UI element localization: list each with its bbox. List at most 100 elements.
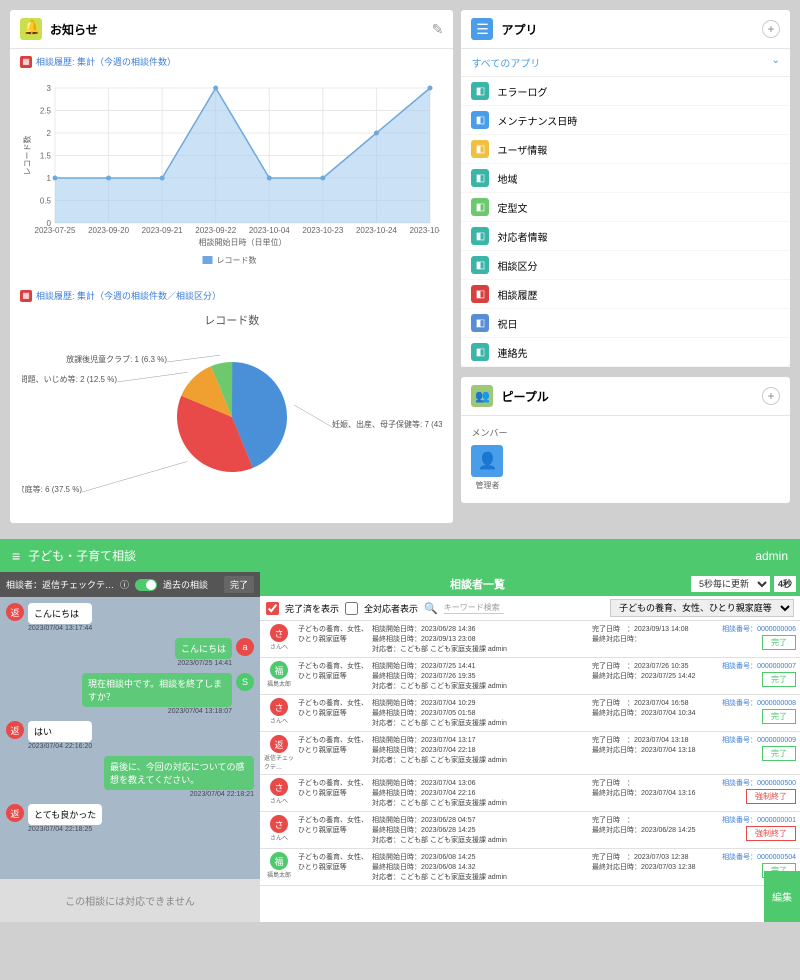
info-icon[interactable]: ⓘ [120,578,129,591]
app-item[interactable]: ◧連絡先 [461,338,790,367]
list-header: 相談者一覧 5秒毎に更新 4秒 [260,572,800,596]
add-person-button[interactable]: + [762,387,780,405]
svg-text:2023-10-24: 2023-10-24 [356,226,397,235]
row-avatar-label: 返信チェックテ… [264,753,294,771]
row-category: 子どもの養育、女性、ひとり親家庭等 [298,698,368,718]
app-item-label: 連絡先 [497,345,527,360]
app-item[interactable]: ◧ ユーザ情報 [461,135,790,164]
row-avatar-label: 福島太郎 [267,679,291,688]
consult-list: さ さんへ 子どもの養育、女性、ひとり親家庭等 相談開始日時：2023/06/2… [260,621,800,922]
app-item-label: ユーザ情報 [497,142,547,157]
svg-text:2023-09-22: 2023-09-22 [195,226,236,235]
row-avatar-label: さんへ [270,716,288,725]
row-avatar: さ [270,778,288,796]
chat-timestamp: 2023/07/04 22:18:21 [190,791,254,798]
keyword-search[interactable]: キーワード検索 [444,602,504,614]
app-item[interactable]: ◧相談区分 [461,251,790,280]
row-category: 子どもの養育、女性、ひとり親家庭等 [298,852,368,872]
consult-row[interactable]: さ さんへ 子どもの養育、女性、ひとり親家庭等 相談開始日時：2023/06/2… [260,812,800,849]
avatar: 👤 [471,445,503,477]
category-filter[interactable]: 子どもの養育、女性、ひとり親家庭等 [610,599,794,617]
status-badge: 完了 [762,746,796,761]
chat-timestamp: 2023/07/04 13:18:07 [168,708,232,715]
list-column: 相談者一覧 5秒毎に更新 4秒 完了済を表示 全対応者表示 🔍 キーワード検索 … [260,572,800,922]
pie-title: レコード数 [20,312,443,328]
people-panel: 👥 ピープル + メンバー 👤 管理者 [461,377,790,503]
chart2-title[interactable]: 相談履歴: 集計（今週の相談件数／相談区分） [36,289,221,302]
chat-disabled-notice: この相談には対応できません [0,879,260,922]
app-item[interactable]: ◧定型文 [461,193,790,222]
menu-icon[interactable]: ≡ [12,548,20,564]
search-icon[interactable]: 🔍 [424,602,438,615]
app-item[interactable]: ◧地域 [461,164,790,193]
done-button[interactable]: 完了 [224,576,254,593]
svg-text:子どもの養育、女性、ひとり親家庭等: 6 (37.5 %): 子どもの養育、女性、ひとり親家庭等: 6 (37.5 %) [22,484,82,494]
app-item[interactable]: ◧相談履歴 [461,280,790,309]
reply-check-tab[interactable]: 相談者：返信チェックテ… [6,578,114,591]
chart1-title[interactable]: 相談履歴: 集計（今週の相談件数） [36,55,176,68]
row-end-dates: 完了日時 ： 最終対応日時：2023/06/28 14:25 [592,815,702,835]
edit-icon[interactable]: ✎ [432,21,444,38]
app-item-icon: ◧ [471,169,489,187]
show-done-checkbox[interactable] [266,602,279,615]
svg-text:0.5: 0.5 [40,197,52,206]
status-badge: 完了 [762,672,796,687]
current-user[interactable]: admin [755,549,788,563]
app-item-label: メンテナンス日時 [497,113,577,128]
app-item-icon: ◧ [471,198,489,216]
chat-avatar: 返 [6,804,24,822]
chat-bubble: はい [28,721,92,742]
add-app-button[interactable]: + [762,20,780,38]
consult-row[interactable]: さ さんへ 子どもの養育、女性、ひとり親家庭等 相談開始日時：2023/07/0… [260,775,800,812]
app-item[interactable]: ◧メンテナンス日時 [461,106,790,135]
edit-button[interactable]: 編集 [764,871,800,922]
app-item-icon: ◧ [471,140,489,158]
consult-row[interactable]: 福 福島太郎 子どもの養育、女性、ひとり親家庭等 相談開始日時：2023/07/… [260,658,800,695]
row-category: 子どもの養育、女性、ひとり親家庭等 [298,661,368,681]
apps-panel: ☰ アプリ + すべてのアプリ ⌄ ◧エラーログ◧メンテナンス日時◧ユーザ情報◧… [461,10,790,367]
apps-title: アプリ [501,21,537,38]
row-status: 相談番号：0000000001 強制終了 [706,815,796,841]
row-avatar: 福 [270,661,288,679]
past-toggle[interactable] [135,579,157,591]
chat-stream: 返 こんにちは2023/07/04 13:17:44 こんにちは2023/07/25… [0,597,260,879]
chat-timestamp: 2023/07/04 13:17:44 [28,625,92,632]
row-avatar: さ [270,815,288,833]
line-chart: 00.511.522.53レコード数2023-07-252023-09-2020… [10,74,453,283]
app-item[interactable]: ◧エラーログ [461,77,790,106]
chat-tabs: 相談者：返信チェックテ… ⓘ 過去の相談 完了 [0,572,260,597]
svg-text:2: 2 [47,129,52,138]
show-all-checkbox[interactable] [345,602,358,615]
bell-icon [20,18,42,40]
app-item-icon: ◧ [471,227,489,245]
member-item[interactable]: 👤 管理者 [471,445,503,491]
row-end-dates: 完了日時 ：2023/09/13 14:08 最終対応日時： [592,624,702,644]
people-title: ピープル [501,388,548,405]
svg-text:レコード数: レコード数 [217,255,257,265]
svg-text:2023-10-25: 2023-10-25 [410,226,440,235]
status-badge: 強制終了 [746,789,796,804]
chat-bubble: こんにちは [28,603,92,624]
app-item[interactable]: ◧対応者情報 [461,222,790,251]
consult-row[interactable]: さ さんへ 子どもの養育、女性、ひとり親家庭等 相談開始日時：2023/06/2… [260,621,800,658]
consult-row[interactable]: さ さんへ 子どもの養育、女性、ひとり親家庭等 相談開始日時：2023/07/0… [260,695,800,732]
apps-dropdown[interactable]: すべてのアプリ ⌄ [461,49,790,77]
chat-avatar: a [236,638,254,656]
chat-bubble: とても良かった [28,804,102,825]
consult-row[interactable]: 福 福島太郎 子どもの養育、女性、ひとり親家庭等 相談開始日時：2023/06/… [260,849,800,886]
row-end-dates: 完了日時 ：2023/07/26 10:35 最終対応日時：2023/07/25… [592,661,702,681]
refresh-select[interactable]: 5秒毎に更新 [691,576,770,592]
app-item-icon: ◧ [471,285,489,303]
status-badge: 完了 [762,709,796,724]
row-dates: 相談開始日時：2023/06/08 14:25 最終相談日時：2023/06/0… [372,852,588,882]
status-badge: 完了 [762,635,796,650]
svg-text:放課後児童クラブ: 1 (6.3 %): 放課後児童クラブ: 1 (6.3 %) [66,354,167,364]
chat-message: こんにちは2023/07/25 14:41a [6,638,254,667]
svg-text:1: 1 [47,174,52,183]
consult-row[interactable]: 返 返信チェックテ… 子どもの養育、女性、ひとり親家庭等 相談開始日時：2023… [260,732,800,775]
row-category: 子どもの養育、女性、ひとり親家庭等 [298,735,368,755]
consult-header: ≡ 子ども・子育て相談 admin [0,539,800,572]
chat-message: 返はい2023/07/04 22:16:20 [6,721,254,750]
app-item[interactable]: ◧祝日 [461,309,790,338]
row-dates: 相談開始日時：2023/06/28 04:57 最終相談日時：2023/06/2… [372,815,588,845]
